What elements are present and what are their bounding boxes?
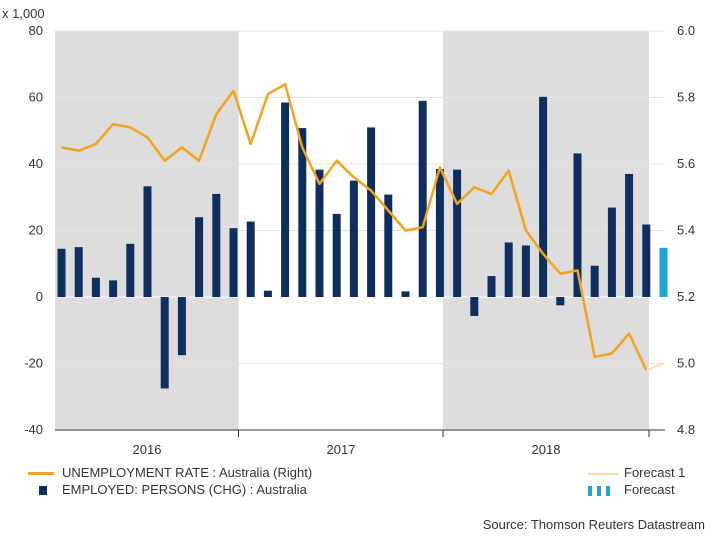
employment-bar (590, 265, 599, 297)
legend-forecast: Forecast (588, 482, 675, 497)
employment-bar (74, 247, 83, 297)
y-left-tick-label: 40 (29, 156, 43, 171)
y-left-tick-label: -40 (24, 422, 43, 437)
employment-bar (556, 297, 565, 306)
employment-bar (143, 186, 152, 297)
legend-forecast-label: Forecast (624, 482, 675, 497)
employment-bar (263, 290, 272, 297)
employment-bar (435, 168, 444, 297)
y-right-tick-label: 5.8 (677, 90, 695, 105)
employment-bar (539, 96, 548, 298)
y-right-tick-label: 5.0 (677, 356, 695, 371)
x-tick-label: 2016 (133, 442, 162, 457)
employment-bar (573, 153, 582, 297)
employment-bar (177, 297, 186, 356)
employment-bar (212, 193, 221, 297)
employment-bar (521, 245, 530, 297)
y-left-tick-label: 60 (29, 90, 43, 105)
x-tick-label: 2017 (327, 442, 356, 457)
y-left-tick-label: 0 (36, 289, 43, 304)
legend-unemployment: UNEMPLOYMENT RATE : Australia (Right) (28, 465, 312, 480)
employment-bar (418, 100, 427, 297)
employment-bar (109, 280, 118, 297)
units-label: x 1,000 (2, 6, 45, 21)
forecast-bar (659, 247, 668, 297)
employment-bar (298, 128, 307, 297)
employment-bar (315, 169, 324, 297)
legend-employed-label: EMPLOYED: PERSONS (CHG) : Australia (62, 482, 307, 497)
legend-forecast1: Forecast 1 (588, 465, 685, 480)
y-left-tick-label: 20 (29, 223, 43, 238)
employment-bar (332, 213, 341, 297)
y-right-tick-label: 6.0 (677, 23, 695, 38)
legend-employed: EMPLOYED: PERSONS (CHG) : Australia (28, 482, 307, 497)
employment-bar (57, 248, 66, 297)
legend-forecast1-label: Forecast 1 (624, 465, 686, 480)
legend-unemployment-swatch (28, 472, 54, 476)
unemployment-line (61, 82, 648, 371)
employment-bar (642, 224, 651, 297)
employment-bar (470, 297, 479, 316)
legend-forecast-swatch (588, 485, 618, 496)
employment-bar (384, 194, 393, 297)
source-note: Source: Thomson Reuters Datastream (482, 517, 705, 532)
employment-bar (367, 127, 376, 297)
y-right-tick-label: 5.2 (677, 289, 695, 304)
y-right-tick-label: 5.4 (677, 223, 695, 238)
y-right-tick-label: 5.6 (677, 156, 695, 171)
employment-bar (607, 207, 616, 297)
employment-bar (126, 243, 135, 297)
y-left-tick-label: -20 (24, 356, 43, 371)
legend-forecast1-swatch (588, 472, 618, 475)
employment-bar (504, 242, 513, 297)
employment-bar (401, 291, 410, 297)
employment-bar (487, 276, 496, 297)
legend-employed-swatch (39, 486, 47, 496)
employment-bar (453, 169, 462, 297)
employment-bar (195, 217, 204, 297)
forecast1-line (646, 362, 664, 371)
employment-bar (281, 102, 290, 297)
employment-bar (160, 297, 169, 389)
x-tick-label: 2018 (532, 442, 561, 457)
employment-bar (246, 221, 255, 297)
employment-bar (625, 173, 634, 297)
employment-bar (91, 277, 100, 297)
y-left-tick-label: 80 (29, 23, 43, 38)
employment-bar (349, 180, 358, 297)
employment-bar (229, 228, 238, 297)
legend-unemployment-label: UNEMPLOYMENT RATE : Australia (Right) (62, 465, 313, 480)
chart-area: -40 -20 0 20 40 60 80 4.8 5.0 5.2 5.4 5.6 5.8 6.0 x 1,… (2, 6, 695, 457)
y-right-tick-label: 4.8 (677, 422, 695, 437)
